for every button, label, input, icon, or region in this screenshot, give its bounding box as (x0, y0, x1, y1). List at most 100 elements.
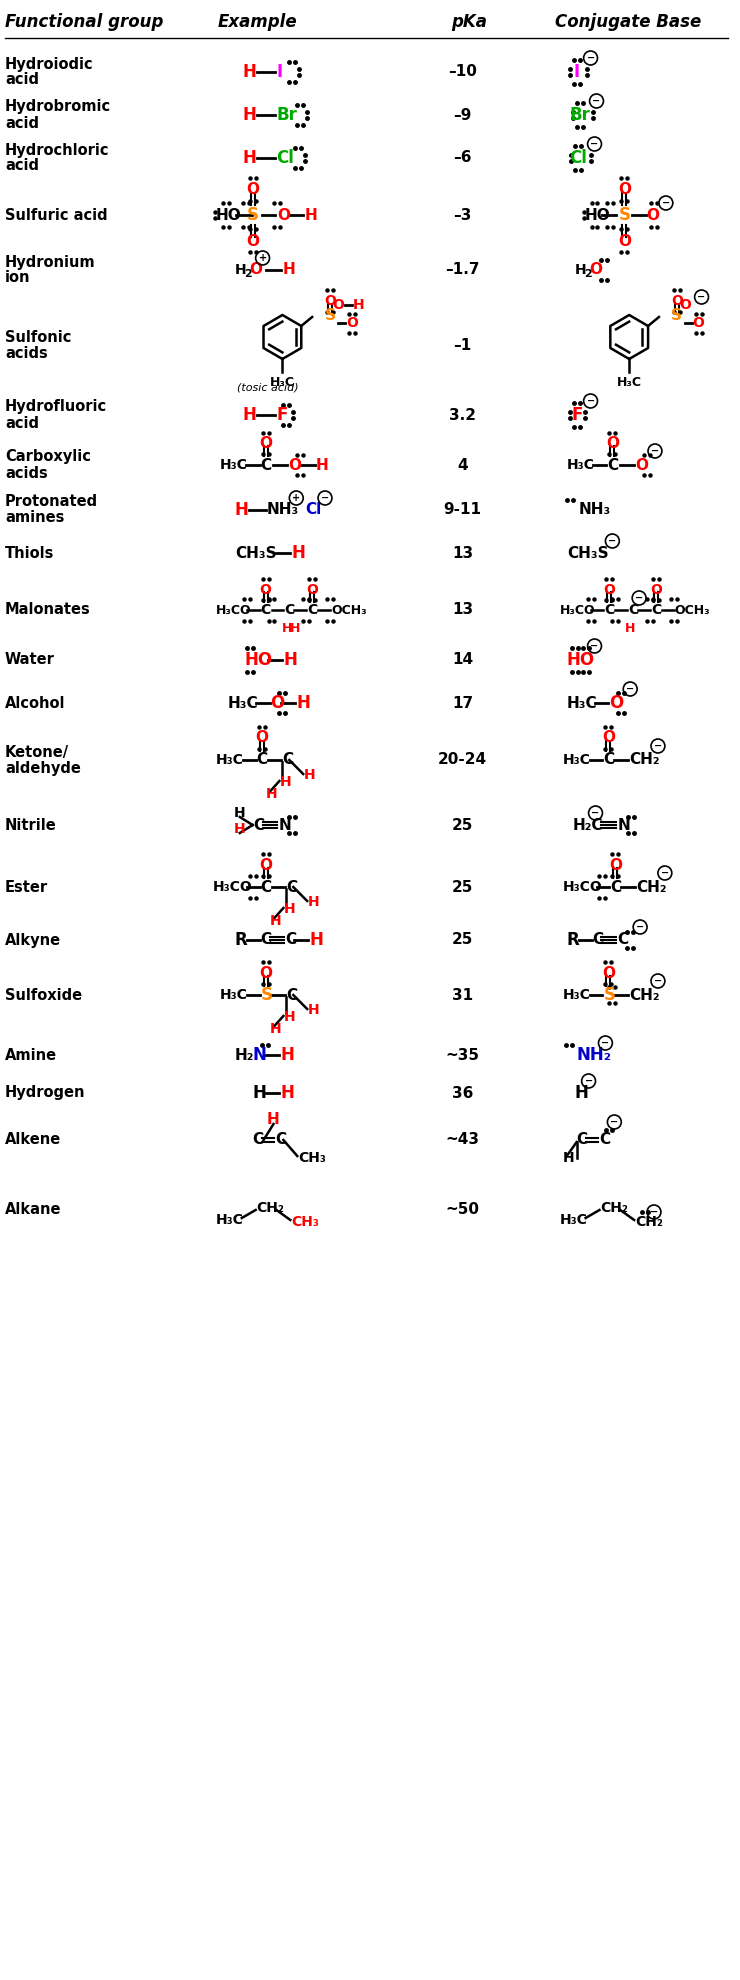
Text: 2: 2 (243, 269, 252, 279)
Text: H: H (308, 1004, 320, 1018)
Text: H₃C: H₃C (220, 457, 248, 471)
Text: H₃C: H₃C (270, 376, 295, 390)
Text: Hydrofluoric: Hydrofluoric (5, 400, 107, 414)
Text: 36: 36 (452, 1085, 474, 1101)
Text: H: H (353, 299, 364, 313)
Text: F: F (277, 406, 288, 424)
Text: HO: HO (245, 651, 273, 669)
Text: Hydroiodic: Hydroiodic (5, 57, 93, 71)
Text: C: C (254, 818, 265, 832)
Text: O: O (259, 436, 272, 451)
Text: I: I (574, 63, 579, 81)
Text: C: C (260, 457, 272, 473)
Text: H: H (243, 107, 257, 125)
Text: C: C (284, 604, 295, 618)
Text: CH₂: CH₂ (635, 1216, 663, 1230)
Text: C: C (605, 604, 615, 618)
Text: –1: –1 (454, 337, 472, 352)
Text: –6: –6 (454, 150, 472, 166)
Text: H₃CO: H₃CO (213, 879, 253, 895)
Text: CH₂: CH₂ (629, 988, 659, 1002)
Text: −: − (587, 53, 595, 63)
Text: O: O (271, 695, 285, 713)
Text: O: O (324, 293, 336, 309)
Text: Amine: Amine (5, 1047, 57, 1063)
Text: O: O (259, 966, 272, 980)
Text: –1.7: –1.7 (445, 263, 480, 277)
Text: O: O (306, 582, 318, 598)
Text: ~50: ~50 (445, 1202, 480, 1218)
Text: O: O (618, 234, 630, 249)
Text: H: H (625, 622, 636, 634)
Text: acid: acid (5, 73, 39, 87)
Text: S: S (603, 986, 616, 1004)
Text: H: H (235, 263, 246, 277)
Text: C: C (275, 1133, 286, 1148)
Text: −: − (662, 198, 670, 208)
Text: O: O (590, 263, 602, 277)
Text: C: C (283, 752, 294, 768)
Text: H: H (575, 1083, 588, 1103)
Text: NH₂: NH₂ (576, 1045, 612, 1063)
Text: C: C (260, 604, 271, 618)
Text: H₃C: H₃C (216, 752, 244, 766)
Text: C: C (576, 1133, 588, 1148)
Text: H: H (243, 148, 257, 166)
Text: −: − (626, 683, 634, 695)
Text: H: H (267, 1113, 280, 1127)
Text: H: H (280, 774, 291, 788)
Text: S: S (618, 206, 630, 224)
Text: H: H (243, 63, 257, 81)
Text: −: − (608, 537, 616, 546)
Text: −: − (610, 1117, 619, 1127)
Text: −: − (635, 592, 643, 604)
Text: Alkane: Alkane (5, 1202, 61, 1218)
Text: C: C (257, 752, 268, 768)
Text: +: + (292, 493, 300, 503)
Text: Cl: Cl (569, 148, 587, 166)
Text: S: S (324, 307, 335, 323)
Text: H₃C: H₃C (220, 988, 248, 1002)
Text: Malonates: Malonates (5, 602, 91, 618)
Text: ion: ion (5, 271, 30, 285)
Text: O: O (693, 317, 704, 331)
Text: H: H (281, 622, 292, 634)
Text: Functional group: Functional group (5, 14, 164, 32)
Text: −: − (654, 976, 662, 986)
Text: 4: 4 (457, 457, 468, 473)
Text: C: C (307, 604, 317, 618)
Text: H: H (283, 903, 295, 917)
Text: Alkyne: Alkyne (5, 933, 61, 948)
Text: H: H (234, 822, 246, 836)
Text: C: C (593, 933, 604, 948)
Text: O: O (255, 731, 268, 746)
Text: Conjugate Base: Conjugate Base (555, 14, 701, 32)
Text: R: R (567, 931, 579, 948)
Text: −: − (587, 396, 595, 406)
Text: (tosic acid): (tosic acid) (237, 382, 298, 392)
Text: −: − (661, 867, 669, 877)
Text: H: H (296, 695, 310, 713)
Text: H: H (280, 1045, 295, 1063)
Text: HO: HO (567, 651, 595, 669)
Text: H: H (290, 622, 300, 634)
Text: −: − (591, 139, 599, 148)
Text: H₃C: H₃C (567, 695, 597, 711)
Text: acids: acids (5, 345, 47, 360)
Text: −: − (650, 1208, 658, 1218)
Text: O: O (249, 263, 263, 277)
Text: Water: Water (5, 653, 55, 667)
Text: H: H (234, 806, 246, 820)
Text: 2: 2 (584, 269, 591, 279)
Text: acids: acids (5, 465, 47, 481)
Text: 25: 25 (452, 933, 474, 948)
Text: C: C (286, 879, 297, 895)
Text: Alcohol: Alcohol (5, 695, 65, 711)
Text: H₂C: H₂C (573, 818, 603, 832)
Text: NH₃: NH₃ (579, 503, 611, 517)
Text: amines: amines (5, 511, 64, 525)
Text: NH₃: NH₃ (266, 503, 299, 517)
Text: Protonated: Protonated (5, 495, 98, 509)
Text: H₃C: H₃C (216, 1214, 244, 1228)
Text: acid: acid (5, 115, 39, 131)
